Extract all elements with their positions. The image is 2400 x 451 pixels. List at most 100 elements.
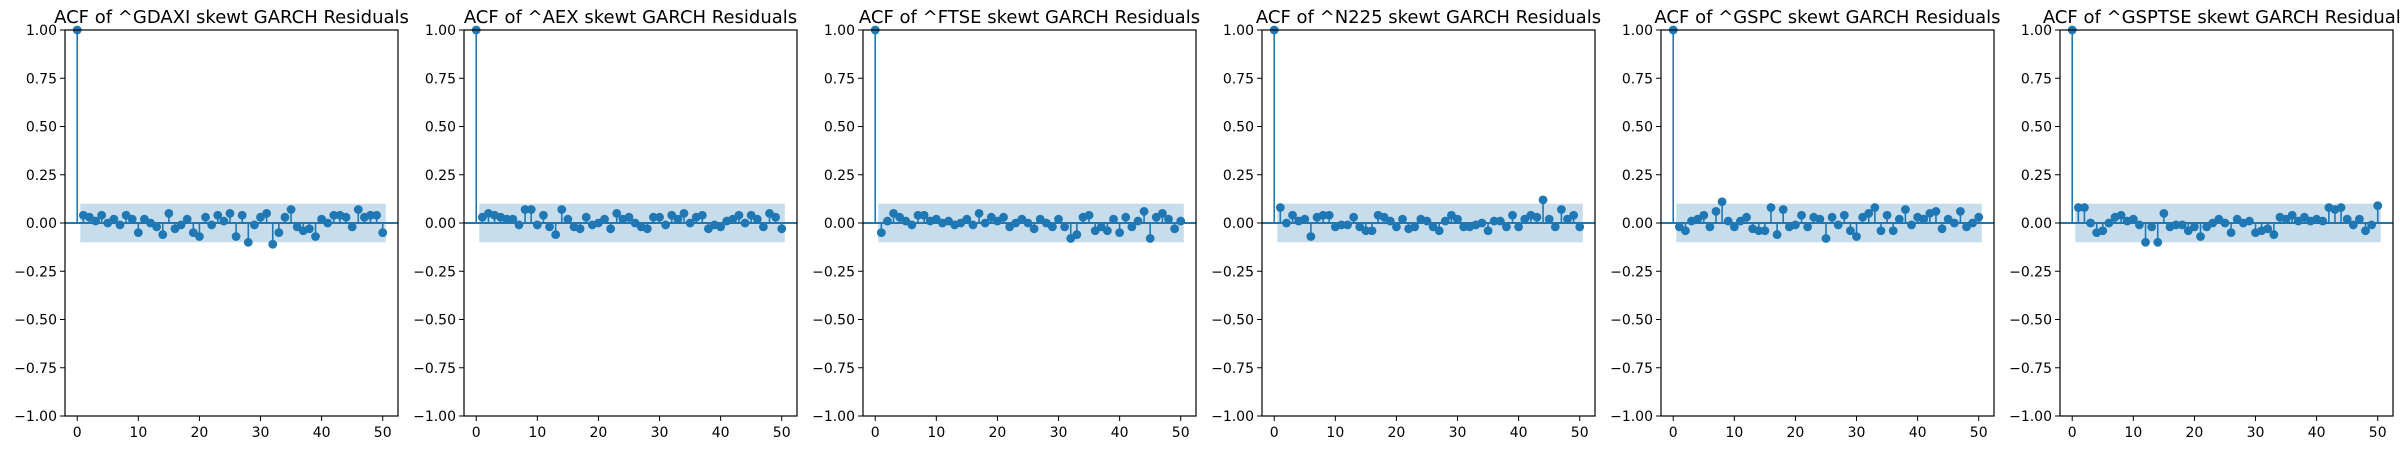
acf-point [2245,216,2254,226]
y-tick-label: −0.50 [413,313,456,329]
acf-point [1109,214,1118,224]
acf-point [1318,210,1328,220]
acf-point [685,218,695,228]
y-tick-label: 0.25 [2021,168,2052,184]
y-tick-label: −0.75 [1211,361,1254,377]
acf-point [1705,222,1715,232]
acf-point [2171,220,2181,230]
acf-point [1894,214,1904,224]
acf-point [740,218,750,228]
acf-point [1864,208,1874,218]
acf-point [539,210,548,220]
acf-point [207,220,217,230]
acf-point [133,228,143,238]
acf-point [1876,226,1886,236]
acf-point [378,228,388,238]
acf-point [2263,224,2273,234]
acf-point [1060,222,1070,232]
acf-point [962,214,972,224]
acf-point [1766,203,1776,212]
acf-point [1440,216,1450,226]
chart-title: ACF of ^AEX skewt GARCH Residuals [464,7,797,28]
y-tick-label: 0.00 [1223,216,1254,232]
acf-point [1931,207,1941,216]
acf-point [612,208,622,218]
y-tick-label: 0.25 [26,168,57,184]
x-tick-label: 40 [2308,425,2326,441]
acf-point [323,218,333,228]
acf-point [219,216,229,226]
acf-point [2086,218,2095,228]
x-tick-label: 40 [712,425,730,441]
acf-point [1955,207,1965,216]
acf-point [1839,210,1849,220]
acf-point [999,212,1008,222]
chart-title: ACF of ^GDAXI skewt GARCH Residuals [54,7,409,28]
x-tick-label: 20 [590,425,608,441]
acf-point [1882,210,1892,220]
x-tick-label: 20 [1787,425,1805,441]
acf-point [127,214,137,224]
acf-point [1048,222,1057,232]
acf-point [1907,220,1916,230]
acf-point [1367,226,1377,236]
y-tick-label: 1.00 [1223,23,1254,39]
x-tick-label: 0 [871,425,880,441]
x-tick-label: 50 [773,425,791,441]
acf-point [2073,203,2083,212]
x-tick-label: 30 [252,425,270,441]
y-tick-label: 0.50 [425,120,456,136]
x-tick-label: 0 [73,425,82,441]
acf-point [532,220,542,230]
acf-point [91,216,100,226]
acf-point [341,212,351,222]
x-tick-label: 10 [528,425,546,441]
acf-point [262,208,272,218]
acf-point [1888,226,1898,236]
acf-point [2116,210,2126,220]
acf-point [980,218,990,228]
acf-point [1502,222,1511,232]
acf-point [1392,222,1401,232]
acf-point [1742,212,1751,222]
acf-point [1937,224,1947,234]
acf-point [1176,216,1186,226]
acf-point [508,214,518,224]
acf-point [2269,230,2279,239]
x-tick-label: 40 [1111,425,1129,441]
acf-point [347,222,357,232]
y-tick-label: −0.75 [812,361,855,377]
acf-point [1754,226,1764,236]
acf-point [1434,226,1444,236]
acf-point [268,239,278,249]
y-tick-label: 0.75 [1223,71,1254,87]
acf-point [777,224,787,234]
y-tick-label: −0.25 [2009,264,2052,280]
acf-point [274,228,284,238]
acf-point [2128,214,2138,224]
acf-point [1803,222,1813,232]
acf-point [2190,222,2199,232]
acf-point [771,212,781,222]
y-tick-label: 1.00 [824,23,855,39]
acf-point [1833,220,1843,230]
acf-point [2159,208,2169,218]
acf-point [1827,212,1837,222]
acf-point [2098,226,2108,236]
acf-point [1538,195,1548,205]
acf-point [1495,216,1505,226]
acf-point [1121,212,1131,222]
acf-point [1508,210,1517,220]
acf-point [1170,224,1180,234]
y-tick-label: 0.75 [425,71,456,87]
y-tick-label: 0.00 [1622,216,1653,232]
acf-point [2336,203,2346,212]
acf-point [661,220,671,230]
y-tick-label: −0.25 [413,264,456,280]
acf-point [1717,197,1727,207]
acf-subplot-2: ACF of ^AEX skewt GARCH Residuals 1.00 0.7… [413,7,798,441]
acf-point [642,224,652,234]
acf-point [1164,214,1173,224]
